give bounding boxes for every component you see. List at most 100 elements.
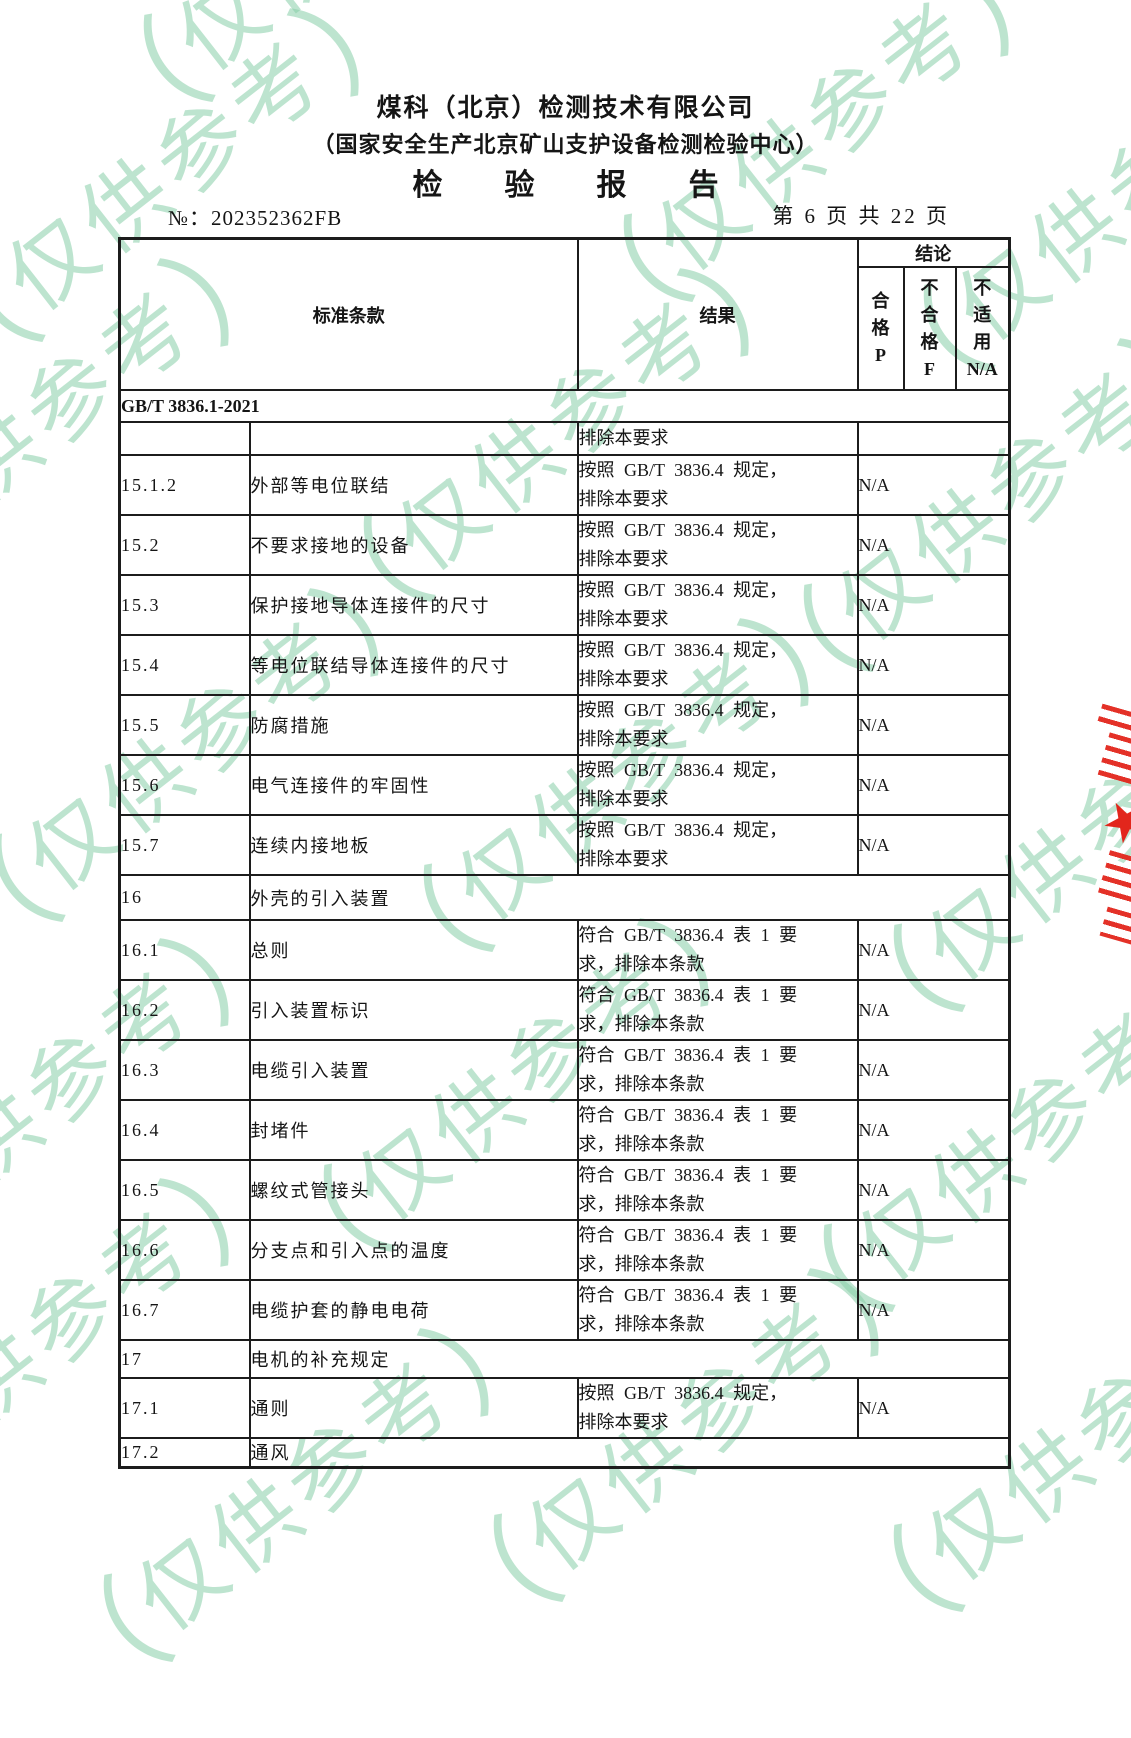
clause-title-cell: 电机的补充规定 <box>248 1339 1011 1379</box>
clause-title-cell: 保护接地导体连接件的尺寸 <box>248 574 579 636</box>
header-clause: 标准条款 <box>118 237 579 391</box>
clause-num-cell: 15.6 <box>118 754 251 816</box>
result-cell: 符合 GB/T 3836.4 表 1 要 求，排除本条款 <box>576 1159 859 1221</box>
clause-num-cell: 16.5 <box>118 1159 251 1221</box>
clause-num-cell: 15.2 <box>118 514 251 576</box>
result-cell: 符合 GB/T 3836.4 表 1 要 求，排除本条款 <box>576 919 859 981</box>
clause-num-cell: 16.3 <box>118 1039 251 1101</box>
conclusion-cell: N/A <box>856 979 1011 1041</box>
seal-text-fragment <box>1097 703 1131 735</box>
conclusion-cell: N/A <box>856 1377 1011 1439</box>
header-fail: 不 合 格 F <box>902 266 957 391</box>
conclusion-cell: N/A <box>856 574 1011 636</box>
clause-num-cell: 15.7 <box>118 814 251 876</box>
conclusion-cell: N/A <box>856 1279 1011 1341</box>
clause-title-cell: 连续内接地板 <box>248 814 579 876</box>
table-row: 15.5 防腐措施 按照 GB/T 3836.4 规定， 排除本要求 N/A <box>118 694 1011 756</box>
clause-title-cell: 封堵件 <box>248 1099 579 1161</box>
clause-num-cell: 16.4 <box>118 1099 251 1161</box>
seal-star-icon: ★ <box>1091 792 1131 852</box>
clause-num-cell: 15.4 <box>118 634 251 696</box>
clause-num-cell: 16.7 <box>118 1279 251 1341</box>
report-number: №：202352362FB <box>168 206 343 230</box>
header-na: 不 适 用 N/A <box>954 266 1011 391</box>
table-row: 16.2 引入装置标识 符合 GB/T 3836.4 表 1 要 求，排除本条款 N/… <box>118 979 1011 1041</box>
table-row: 17 电机的补充规定 <box>118 1339 1011 1379</box>
clause-title-cell: 防腐措施 <box>248 694 579 756</box>
clause-title-cell: 不要求接地的设备 <box>248 514 579 576</box>
conclusion-cell: N/A <box>856 634 1011 696</box>
clause-title-cell: 螺纹式管接头 <box>248 1159 579 1221</box>
result-cell: 按照 GB/T 3836.4 规定， 排除本要求 <box>576 1377 859 1439</box>
table-row: 16.5 螺纹式管接头 符合 GB/T 3836.4 表 1 要 求，排除本条款 N/… <box>118 1159 1011 1221</box>
clause-title-cell: 等电位联结导体连接件的尺寸 <box>248 634 579 696</box>
table-row: 17.1 通则 按照 GB/T 3836.4 规定， 排除本要求 N/A <box>118 1377 1011 1439</box>
result-cell: 符合 GB/T 3836.4 表 1 要 求，排除本条款 <box>576 1219 859 1281</box>
report-table-body: GB/T 3836.1-2021 排除本要求 15.1.2 外部等电位联结 按照 GB/… <box>118 389 1011 1468</box>
clause-num-cell <box>118 421 251 456</box>
result-cell: 符合 GB/T 3836.4 表 1 要 求，排除本条款 <box>576 1039 859 1101</box>
clause-num-cell: 16.2 <box>118 979 251 1041</box>
table-row: 16 外壳的引入装置 <box>118 874 1011 921</box>
clause-title-cell: 电气连接件的牢固性 <box>248 754 579 816</box>
seal-text-fragment <box>1097 732 1131 786</box>
inspection-table: 标准条款 结果 结论 合 格 P 不 合 格 F 不 适 用 N/A GB/T … <box>118 237 1012 1469</box>
clause-num-cell: 17 <box>118 1339 251 1379</box>
clause-title-cell: 引入装置标识 <box>248 979 579 1041</box>
result-cell: 符合 GB/T 3836.4 表 1 要 求，排除本条款 <box>576 1099 859 1161</box>
clause-num-cell: 16.1 <box>118 919 251 981</box>
clause-title-cell: 电缆引入装置 <box>248 1039 579 1101</box>
header-conclusion: 结论 <box>856 237 1011 268</box>
conclusion-cell: N/A <box>856 1099 1011 1161</box>
table-row: 15.2 不要求接地的设备 按照 GB/T 3836.4 规定， 排除本要求 N/A <box>118 514 1011 576</box>
conclusion-cell: N/A <box>856 514 1011 576</box>
result-cell: 按照 GB/T 3836.4 规定， 排除本要求 <box>576 574 859 636</box>
table-row: 16.6 分支点和引入点的温度 符合 GB/T 3836.4 表 1 要 求，排除本… <box>118 1219 1011 1281</box>
conclusion-cell: N/A <box>856 754 1011 816</box>
company-subtitle: （国家安全生产北京矿山支护设备检测检验中心） <box>312 132 819 157</box>
conclusion-cell: N/A <box>856 454 1011 516</box>
conclusion-cell: N/A <box>856 1039 1011 1101</box>
header-result: 结果 <box>576 237 859 391</box>
conclusion-cell: N/A <box>856 814 1011 876</box>
table-row: 16.3 电缆引入装置 符合 GB/T 3836.4 表 1 要 求，排除本条款 N/… <box>118 1039 1011 1101</box>
conclusion-cell: N/A <box>856 694 1011 756</box>
report-title: 检 验 报 告 <box>412 169 735 202</box>
seal-text-fragment <box>1097 850 1131 906</box>
table-row: 15.6 电气连接件的牢固性 按照 GB/T 3836.4 规定， 排除本要求 N/A <box>118 754 1011 816</box>
clause-title-cell: 通风 <box>248 1437 1011 1468</box>
table-row: 16.4 封堵件 符合 GB/T 3836.4 表 1 要 求，排除本条款 N/A <box>118 1099 1011 1161</box>
clause-title-cell: 总则 <box>248 919 579 981</box>
result-cell: 按照 GB/T 3836.4 规定， 排除本要求 <box>576 754 859 816</box>
report-page: 煤科（北京）检测技术有限公司 （国家安全生产北京矿山支护设备检测检验中心） 检 … <box>118 95 1131 1469</box>
clause-num-cell: 16.6 <box>118 1219 251 1281</box>
clause-title-cell: 外壳的引入装置 <box>248 874 1011 921</box>
clause-num-cell: 15.5 <box>118 694 251 756</box>
result-cell: 排除本要求 <box>576 421 859 456</box>
clause-title-cell: 分支点和引入点的温度 <box>248 1219 579 1281</box>
clause-title-cell: 外部等电位联结 <box>248 454 579 516</box>
conclusion-cell: N/A <box>856 919 1011 981</box>
table-row: 17.2 通风 <box>118 1437 1011 1468</box>
conclusion-cell: N/A <box>856 1219 1011 1281</box>
conclusion-cell: N/A <box>856 1159 1011 1221</box>
clause-num-cell: 16 <box>118 874 251 921</box>
clause-title-cell <box>248 421 579 456</box>
header-pass: 合 格 P <box>856 266 905 391</box>
table-row: 15.7 连续内接地板 按照 GB/T 3836.4 规定， 排除本要求 N/A <box>118 814 1011 876</box>
clause-num-cell: 15.1.2 <box>118 454 251 516</box>
table-row: 15.4 等电位联结导体连接件的尺寸 按照 GB/T 3836.4 规定， 排除本要… <box>118 634 1011 696</box>
clause-title-cell: 电缆护套的静电电荷 <box>248 1279 579 1341</box>
clause-title-cell: 通则 <box>248 1377 579 1439</box>
clause-num-cell: 17.1 <box>118 1377 251 1439</box>
section-header-cell: GB/T 3836.1-2021 <box>118 389 1011 423</box>
clause-num-cell: 17.2 <box>118 1437 251 1468</box>
result-cell: 符合 GB/T 3836.4 表 1 要 求，排除本条款 <box>576 1279 859 1341</box>
result-cell: 按照 GB/T 3836.4 规定， 排除本要求 <box>576 634 859 696</box>
seal-text-fragment <box>1099 906 1131 946</box>
table-row: 16.7 电缆护套的静电电荷 符合 GB/T 3836.4 表 1 要 求，排除本条… <box>118 1279 1011 1341</box>
table-row: 16.1 总则 符合 GB/T 3836.4 表 1 要 求，排除本条款 N/A <box>118 919 1011 981</box>
conclusion-cell <box>856 421 1011 456</box>
official-seal-fragment: ★ <box>1079 703 1131 955</box>
result-cell: 按照 GB/T 3836.4 规定， 排除本要求 <box>576 514 859 576</box>
